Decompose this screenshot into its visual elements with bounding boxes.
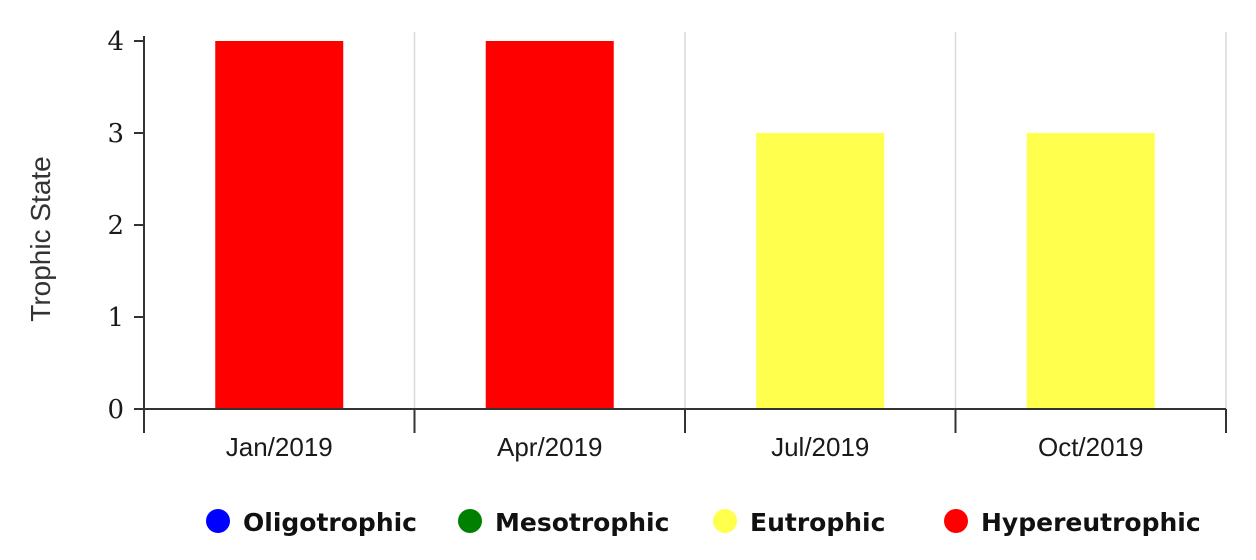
legend-marker bbox=[458, 509, 482, 533]
legend-marker bbox=[944, 509, 968, 533]
legend-label: Eutrophic bbox=[750, 508, 885, 537]
x-tick-label: Oct/2019 bbox=[1038, 432, 1144, 462]
y-tick-label: 2 bbox=[107, 211, 124, 241]
legend: Oligotrophic Mesotrophic Eutrophic Hypereut… bbox=[206, 508, 1201, 537]
y-tick-label: 4 bbox=[107, 27, 124, 57]
grid bbox=[413, 32, 1227, 409]
axes: 0 1 2 3 4 Jan/2019 Apr/2019 Jul/2019 Oct/2019 bbox=[107, 27, 1227, 462]
y-tick-label: 0 bbox=[107, 395, 124, 425]
y-tick-label: 3 bbox=[107, 119, 124, 149]
legend-label: Hypereutrophic bbox=[981, 508, 1201, 537]
legend-label: Mesotrophic bbox=[495, 508, 669, 537]
legend-marker bbox=[713, 509, 737, 533]
bars bbox=[215, 41, 1155, 409]
legend-label: Oligotrophic bbox=[243, 508, 417, 537]
bar bbox=[1026, 133, 1155, 409]
bar bbox=[215, 41, 344, 409]
legend-marker bbox=[206, 509, 230, 533]
y-axis-title: Trophic State bbox=[25, 156, 56, 321]
x-tick-label: Jan/2019 bbox=[226, 432, 333, 462]
bar bbox=[485, 41, 614, 409]
x-tick-label: Apr/2019 bbox=[497, 432, 603, 462]
y-tick-label: 1 bbox=[107, 303, 124, 333]
x-tick-label: Jul/2019 bbox=[771, 432, 869, 462]
bar bbox=[756, 133, 885, 409]
